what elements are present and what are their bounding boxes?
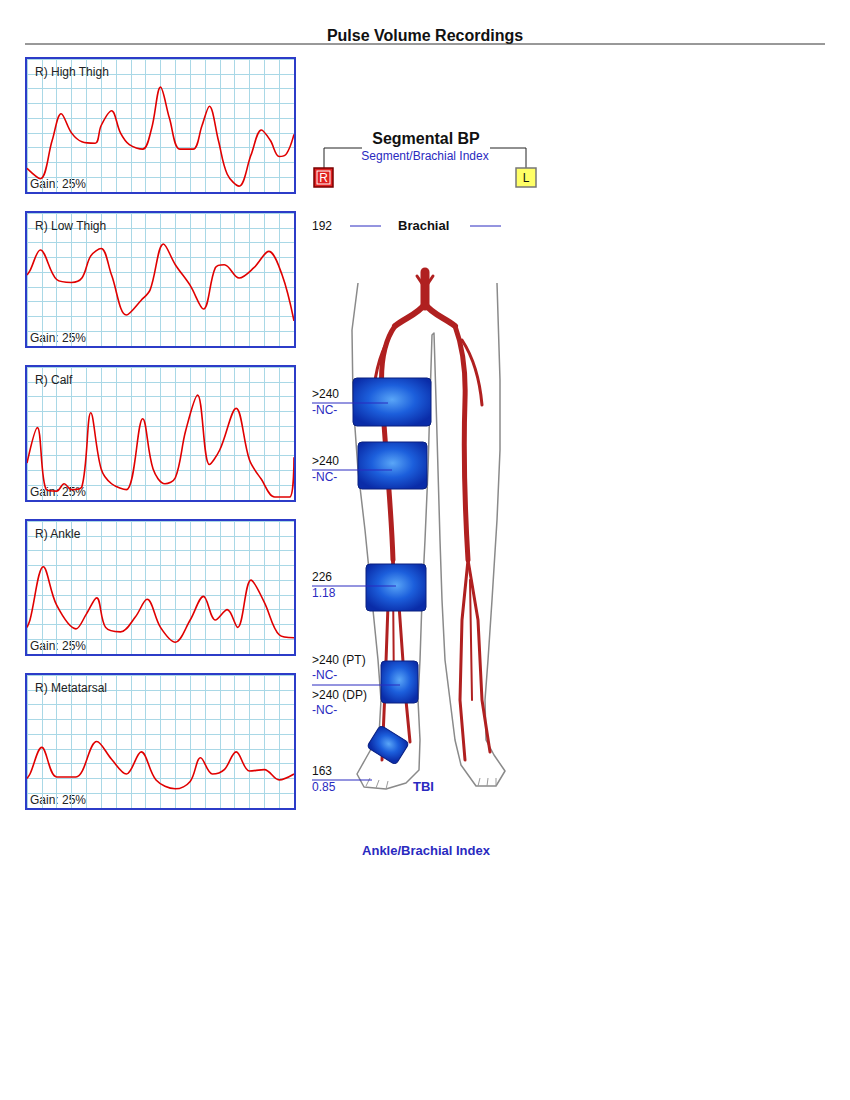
- svg-text:TBI: TBI: [413, 779, 434, 794]
- svg-text:163: 163: [312, 764, 332, 778]
- svg-text:>240 (PT): >240 (PT): [312, 653, 366, 667]
- svg-text:1.18: 1.18: [312, 586, 336, 600]
- svg-text:R) Calf: R) Calf: [35, 373, 73, 387]
- svg-text:-NC-: -NC-: [312, 668, 337, 682]
- svg-text:R) Low Thigh: R) Low Thigh: [35, 219, 106, 233]
- svg-text:Pulse Volume Recordings: Pulse Volume Recordings: [327, 27, 523, 44]
- svg-text:>240: >240: [312, 387, 339, 401]
- svg-text:Gain: 25%: Gain: 25%: [30, 485, 86, 499]
- svg-text:L: L: [523, 171, 530, 185]
- svg-text:226: 226: [312, 570, 332, 584]
- svg-text:R: R: [319, 171, 328, 185]
- svg-text:R) Ankle: R) Ankle: [35, 527, 81, 541]
- svg-text:Brachial: Brachial: [398, 218, 449, 233]
- svg-text:-NC-: -NC-: [312, 403, 337, 417]
- svg-text:R) Metatarsal: R) Metatarsal: [35, 681, 107, 695]
- svg-text:>240 (DP): >240 (DP): [312, 688, 367, 702]
- svg-text:Gain: 25%: Gain: 25%: [30, 177, 86, 191]
- svg-text:Gain: 25%: Gain: 25%: [30, 639, 86, 653]
- svg-text:R) High Thigh: R) High Thigh: [35, 65, 109, 79]
- svg-text:Ankle/Brachial Index: Ankle/Brachial Index: [362, 843, 491, 858]
- svg-text:Segmental BP: Segmental BP: [372, 130, 480, 147]
- svg-text:-NC-: -NC-: [312, 470, 337, 484]
- svg-text:192: 192: [312, 219, 332, 233]
- svg-text:-NC-: -NC-: [312, 703, 337, 717]
- svg-text:Gain: 25%: Gain: 25%: [30, 331, 86, 345]
- svg-text:>240: >240: [312, 454, 339, 468]
- svg-text:Gain: 25%: Gain: 25%: [30, 793, 86, 807]
- svg-text:Segment/Brachial Index: Segment/Brachial Index: [361, 149, 488, 163]
- svg-text:0.85: 0.85: [312, 780, 336, 794]
